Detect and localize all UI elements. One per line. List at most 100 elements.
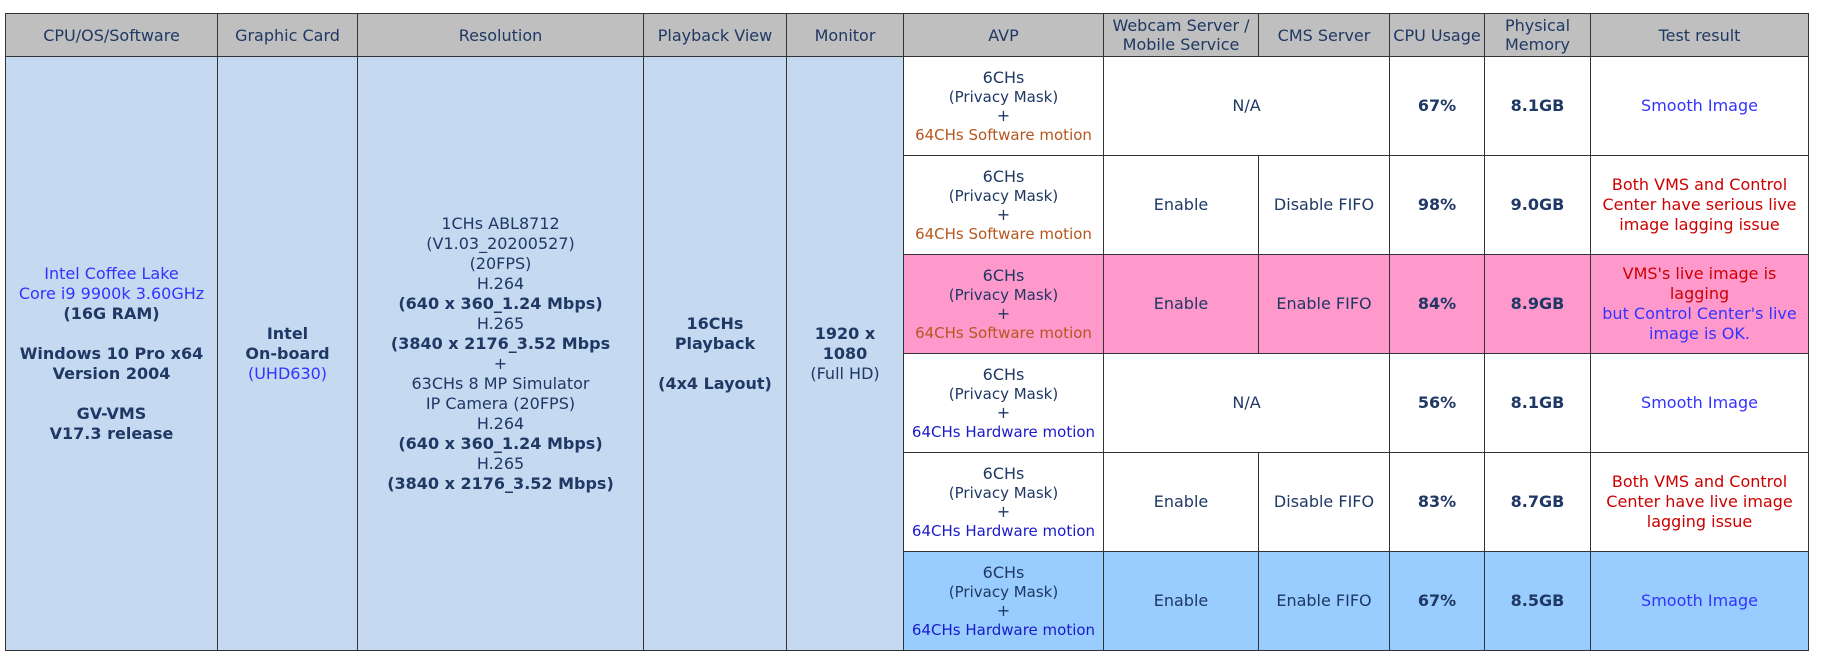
result-cell: Both VMS and Control Center have serious…: [1590, 155, 1809, 255]
text-line: but Control Center's live image is OK.: [1602, 304, 1797, 343]
header-row: CPU/OS/Software Graphic Card Resolution Pla…: [5, 13, 1809, 57]
data-row: 6CHs (Privacy Mask) +64CHs Hardware motion…: [6, 353, 1809, 453]
text-line: H.265: [476, 453, 525, 473]
header-cell: CMS Server: [1258, 13, 1390, 57]
cpu-usage-cell: 67%: [1389, 551, 1485, 651]
text-line: (Privacy Mask): [948, 286, 1059, 304]
text-line: H.264: [476, 273, 525, 293]
text-line: +: [996, 304, 1011, 323]
header-cell: CPU Usage: [1389, 13, 1485, 57]
text-line: +: [996, 403, 1011, 422]
memory-cell: 8.7GB: [1484, 452, 1591, 552]
text-line: GV-VMS: [76, 403, 147, 423]
memory-cell: 8.1GB: [1484, 56, 1591, 156]
header-cell: AVP: [903, 13, 1104, 57]
webcam-cell: Enable: [1103, 452, 1259, 552]
results-table: CPU/OS/Software Graphic Card Resolution Pla…: [5, 13, 1809, 651]
avp-cell: 6CHs (Privacy Mask) +64CHs Hardware motion: [903, 452, 1104, 552]
memory-cell: 9.0GB: [1484, 155, 1591, 255]
text-line: 64CHs Software motion: [915, 225, 1092, 243]
cpu-os-cell: Intel Coffee Lake Core i9 9900k 3.60GHz (1…: [5, 56, 218, 651]
text-line: VMS's live image is lagging: [1622, 264, 1777, 303]
text-line: 64CHs Hardware motion: [911, 423, 1096, 441]
spacer: [646, 354, 784, 374]
header-cell: Monitor: [786, 13, 904, 57]
header-cell: Physical Memory: [1484, 13, 1591, 57]
text-line: (Privacy Mask): [948, 385, 1059, 403]
webcam-cell: N/A: [1103, 56, 1390, 156]
text-line: H.264: [476, 413, 525, 433]
text-line: Smooth Image: [1641, 96, 1758, 115]
table-body: Intel Coffee Lake Core i9 9900k 3.60GHz (1…: [5, 56, 1809, 651]
text-line: +: [996, 502, 1011, 521]
avp-cell: 6CHs (Privacy Mask) +64CHs Software motion: [903, 254, 1104, 354]
text-line: 64CHs Software motion: [915, 324, 1092, 342]
text-line: (4x4 Layout): [658, 373, 772, 393]
text-line: (V1.03_20200527): [426, 233, 575, 253]
avp-cell: 6CHs (Privacy Mask) +64CHs Hardware motion: [903, 353, 1104, 453]
result-cell: VMS's live image is lagging but Control C…: [1590, 254, 1809, 354]
text-line: 1080: [822, 343, 868, 363]
text-line: (16G RAM): [63, 303, 160, 323]
data-row: 6CHs (Privacy Mask) +64CHs Software motion…: [6, 155, 1809, 255]
data-row: Intel Coffee Lake Core i9 9900k 3.60GHz (1…: [5, 56, 1809, 651]
text-line: Both VMS and Control Center have serious…: [1602, 175, 1797, 234]
text-line: 16CHs: [686, 313, 744, 333]
webcam-cell: Enable: [1103, 155, 1259, 255]
result-cell: Both VMS and Control Center have live im…: [1590, 452, 1809, 552]
cms-cell: Disable FIFO: [1258, 155, 1390, 255]
text-line: 6CHs: [982, 68, 1025, 87]
text-line: Smooth Image: [1641, 393, 1758, 412]
text-line: H.265: [476, 313, 525, 333]
text-line: 63CHs 8 MP Simulator: [411, 373, 590, 393]
resolution-cell: 1CHs ABL8712 (V1.03_20200527) (20FPS) H.264…: [357, 56, 644, 651]
cpu-usage-cell: 56%: [1389, 353, 1485, 453]
result-cell: Smooth Image: [1590, 551, 1809, 651]
text-line: (Privacy Mask): [948, 583, 1059, 601]
cms-cell: Enable FIFO: [1258, 254, 1390, 354]
text-line: Both VMS and Control Center have live im…: [1606, 472, 1793, 531]
playback-cell: 16CHs Playback (4x4 Layout): [643, 56, 787, 651]
text-line: Version 2004: [52, 363, 171, 383]
data-row: 6CHs (Privacy Mask) +64CHs Hardware motion…: [6, 452, 1809, 552]
memory-cell: 8.9GB: [1484, 254, 1591, 354]
text-line: 6CHs: [982, 266, 1025, 285]
text-line: Windows 10 Pro x64: [19, 343, 204, 363]
monitor-cell: 1920 x 1080 (Full HD): [786, 56, 904, 651]
text-line: +: [996, 601, 1011, 620]
text-line: (640 x 360_1.24 Mbps): [398, 293, 603, 313]
text-line: 64CHs Hardware motion: [911, 621, 1096, 639]
cpu-usage-cell: 83%: [1389, 452, 1485, 552]
text-line: V17.3 release: [49, 423, 174, 443]
text-line: 1920 x: [814, 323, 876, 343]
header-cell: Webcam Server / Mobile Service: [1103, 13, 1259, 57]
spacer: [8, 324, 215, 344]
cpu-usage-cell: 84%: [1389, 254, 1485, 354]
webcam-cell: Enable: [1103, 551, 1259, 651]
text-line: +: [996, 205, 1011, 224]
text-line: On-board: [245, 343, 330, 363]
spacer: [8, 384, 215, 404]
data-row: 6CHs (Privacy Mask) +64CHs Software motion…: [6, 254, 1809, 354]
cpu-usage-cell: 98%: [1389, 155, 1485, 255]
text-line: Smooth Image: [1641, 591, 1758, 610]
text-line: +: [493, 353, 508, 373]
text-line: 64CHs Software motion: [915, 126, 1092, 144]
avp-cell: 6CHs (Privacy Mask) +64CHs Hardware motion: [903, 551, 1104, 651]
avp-cell: 6CHs (Privacy Mask) +64CHs Software motion: [903, 155, 1104, 255]
text-line: (3840 x 2176_3.52 Mbps: [390, 333, 611, 353]
webcam-cell: Enable: [1103, 254, 1259, 354]
text-line: (Privacy Mask): [948, 187, 1059, 205]
result-cell: Smooth Image: [1590, 353, 1809, 453]
text-line: Core i9 9900k 3.60GHz: [18, 283, 205, 303]
text-line: +: [996, 106, 1011, 125]
text-line: (Privacy Mask): [948, 88, 1059, 106]
header-cell: Playback View: [643, 13, 787, 57]
cms-cell: Enable FIFO: [1258, 551, 1390, 651]
text-line: 64CHs Hardware motion: [911, 522, 1096, 540]
text-line: Intel: [266, 323, 309, 343]
text-line: IP Camera (20FPS): [425, 393, 576, 413]
cpu-usage-cell: 67%: [1389, 56, 1485, 156]
header-cell: Resolution: [357, 13, 644, 57]
